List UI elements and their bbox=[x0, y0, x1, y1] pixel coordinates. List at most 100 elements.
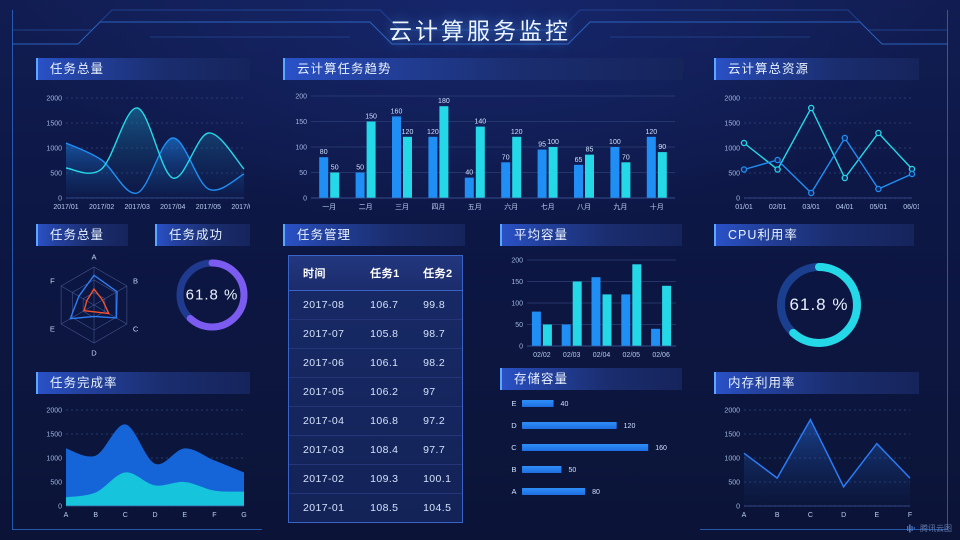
svg-text:80: 80 bbox=[592, 489, 600, 496]
page-title: 云计算服务监控 bbox=[389, 18, 571, 44]
panel-cloud-total-resource: 云计算总资源 0 500 1000 1500 2000 01/01 02/01 03/01 04… bbox=[714, 58, 921, 235]
frame-border-bottom-left bbox=[12, 529, 262, 530]
cell-task1: 108.5 bbox=[370, 502, 399, 514]
table-row[interactable]: 2017-01 108.5 104.5 bbox=[289, 494, 462, 523]
svg-text:二月: 二月 bbox=[359, 203, 373, 211]
svg-text:40: 40 bbox=[465, 170, 473, 177]
table-row[interactable]: 2017-05 106.2 97 bbox=[289, 377, 462, 407]
cell-task2: 97.7 bbox=[409, 435, 462, 465]
svg-text:B: B bbox=[93, 512, 98, 519]
svg-text:160: 160 bbox=[655, 445, 667, 452]
chart-storage-capacity: E 40 D 120 C 160 B 50 A 80 bbox=[500, 390, 682, 525]
cell-task2: 97 bbox=[409, 377, 462, 407]
svg-text:50: 50 bbox=[515, 322, 523, 329]
svg-text:06/01: 06/01 bbox=[903, 204, 919, 211]
panel-cpu-usage: CPU利用率 bbox=[714, 224, 914, 246]
svg-text:F: F bbox=[908, 512, 912, 519]
svg-text:500: 500 bbox=[50, 171, 62, 178]
svg-text:E: E bbox=[50, 325, 55, 334]
panel-title-task-success: 任务成功 bbox=[155, 224, 250, 246]
panel-task-complete-rate: 任务完成率 0 500 1000 1500 2000 A B C D E F G bbox=[36, 372, 250, 540]
table-row[interactable]: 2017-06 106.1 98.2 bbox=[289, 348, 462, 378]
svg-text:十月: 十月 bbox=[650, 202, 664, 211]
svg-text:G: G bbox=[241, 512, 246, 519]
panel-memory-usage: 内存利用率 0 500 1000 1500 2000 A B C D E F bbox=[714, 372, 919, 539]
table-row[interactable]: 2017-02 109.3 100.1 bbox=[289, 464, 462, 494]
svg-text:200: 200 bbox=[511, 258, 523, 265]
svg-text:1500: 1500 bbox=[46, 121, 62, 128]
svg-text:180: 180 bbox=[438, 98, 450, 105]
panel-task-manage: 任务管理 bbox=[283, 224, 465, 246]
panel-task-success: 任务成功 bbox=[155, 224, 250, 246]
svg-text:120: 120 bbox=[511, 129, 523, 136]
svg-text:100: 100 bbox=[295, 145, 307, 152]
table-row[interactable]: 2017-03 108.4 97.7 bbox=[289, 435, 462, 465]
svg-text:0: 0 bbox=[736, 504, 740, 511]
cell-task1: 108.4 bbox=[356, 435, 410, 465]
task-success-value: 61.8 % bbox=[185, 286, 239, 304]
svg-text:02/04: 02/04 bbox=[593, 352, 611, 359]
svg-text:500: 500 bbox=[50, 480, 62, 487]
chart-task-trend: 0 50 100 150 200 80 50 一月 50 150 二月 160 120 三月 120 180 四… bbox=[283, 80, 675, 235]
svg-text:B: B bbox=[133, 277, 138, 286]
svg-text:2000: 2000 bbox=[724, 96, 740, 103]
table-row[interactable]: 2017-08 106.7 99.8 bbox=[289, 290, 462, 320]
panel-title-task-manage: 任务管理 bbox=[283, 224, 465, 246]
svg-text:01/01: 01/01 bbox=[735, 204, 753, 211]
table-col-task2: 任务2 bbox=[409, 256, 462, 291]
svg-text:C: C bbox=[511, 443, 517, 452]
svg-text:65: 65 bbox=[575, 157, 583, 164]
table-task-manage: 时间 任务1 任务2 2017-08 106.7 99.8 2017-07 105.8 9… bbox=[288, 255, 463, 523]
svg-text:2017/06: 2017/06 bbox=[231, 204, 250, 211]
panel-task-total-line: 任务总量 0 500 1000 1500 2000 2017/01 2017/02 2017/… bbox=[36, 58, 257, 235]
svg-text:2017/05: 2017/05 bbox=[196, 204, 221, 211]
svg-text:90: 90 bbox=[658, 144, 666, 151]
svg-text:E: E bbox=[511, 399, 516, 408]
svg-text:2017/02: 2017/02 bbox=[89, 204, 114, 211]
cell-task1: 106.1 bbox=[356, 348, 410, 378]
table-row[interactable]: 2017-07 105.8 98.7 bbox=[289, 319, 462, 349]
svg-text:50: 50 bbox=[299, 170, 307, 177]
svg-text:140: 140 bbox=[474, 119, 486, 126]
svg-text:150: 150 bbox=[511, 279, 523, 286]
svg-text:九月: 九月 bbox=[613, 202, 627, 211]
cell-time: 2017-05 bbox=[289, 377, 357, 407]
cell-time: 2017-03 bbox=[289, 435, 357, 465]
cloud-logo-icon bbox=[907, 524, 915, 533]
chart-task-total-radar: A B C D E F bbox=[36, 250, 156, 365]
svg-text:0: 0 bbox=[303, 196, 307, 203]
svg-text:2017/03: 2017/03 bbox=[125, 204, 150, 211]
svg-text:85: 85 bbox=[586, 147, 594, 154]
svg-text:2000: 2000 bbox=[724, 408, 740, 415]
svg-text:02/02: 02/02 bbox=[533, 352, 551, 359]
svg-text:F: F bbox=[212, 512, 216, 519]
table-header-row: 时间 任务1 任务2 bbox=[289, 256, 462, 291]
svg-text:D: D bbox=[91, 349, 97, 358]
cell-task2: 104.5 bbox=[423, 502, 452, 514]
table-row[interactable]: 2017-04 106.8 97.2 bbox=[289, 406, 462, 436]
watermark: 腾讯云图 bbox=[906, 523, 952, 534]
svg-text:02/05: 02/05 bbox=[623, 352, 641, 359]
panel-task-trend: 云计算任务趋势 0 50 100 150 200 80 50 一月 50 150 二月 160 120 三… bbox=[283, 58, 683, 235]
cell-task2: 99.8 bbox=[409, 290, 462, 320]
svg-text:六月: 六月 bbox=[504, 202, 518, 211]
cell-task2: 98.7 bbox=[409, 319, 462, 349]
chart-task-total-line: 0 500 1000 1500 2000 2017/01 2017/02 2017/03 201… bbox=[36, 80, 256, 235]
gauge-task-success: 61.8 % bbox=[172, 255, 252, 335]
svg-text:120: 120 bbox=[402, 129, 414, 136]
panel-title-task-complete-rate: 任务完成率 bbox=[36, 372, 250, 394]
watermark-text: 腾讯云图 bbox=[920, 524, 952, 533]
svg-text:150: 150 bbox=[295, 119, 307, 126]
cell-task1: 109.3 bbox=[356, 464, 410, 494]
panel-title-task-total-radar: 任务总量 bbox=[36, 224, 128, 246]
svg-text:2000: 2000 bbox=[46, 408, 62, 415]
svg-text:C: C bbox=[808, 512, 813, 519]
svg-text:120: 120 bbox=[427, 129, 439, 136]
panel-title-task-trend: 云计算任务趋势 bbox=[283, 58, 683, 80]
svg-text:2017/04: 2017/04 bbox=[160, 204, 185, 211]
table-col-time: 时间 bbox=[289, 256, 357, 291]
svg-text:100: 100 bbox=[511, 301, 523, 308]
cell-task1: 105.8 bbox=[356, 319, 410, 349]
svg-text:八月: 八月 bbox=[577, 203, 591, 211]
svg-text:D: D bbox=[511, 421, 517, 430]
